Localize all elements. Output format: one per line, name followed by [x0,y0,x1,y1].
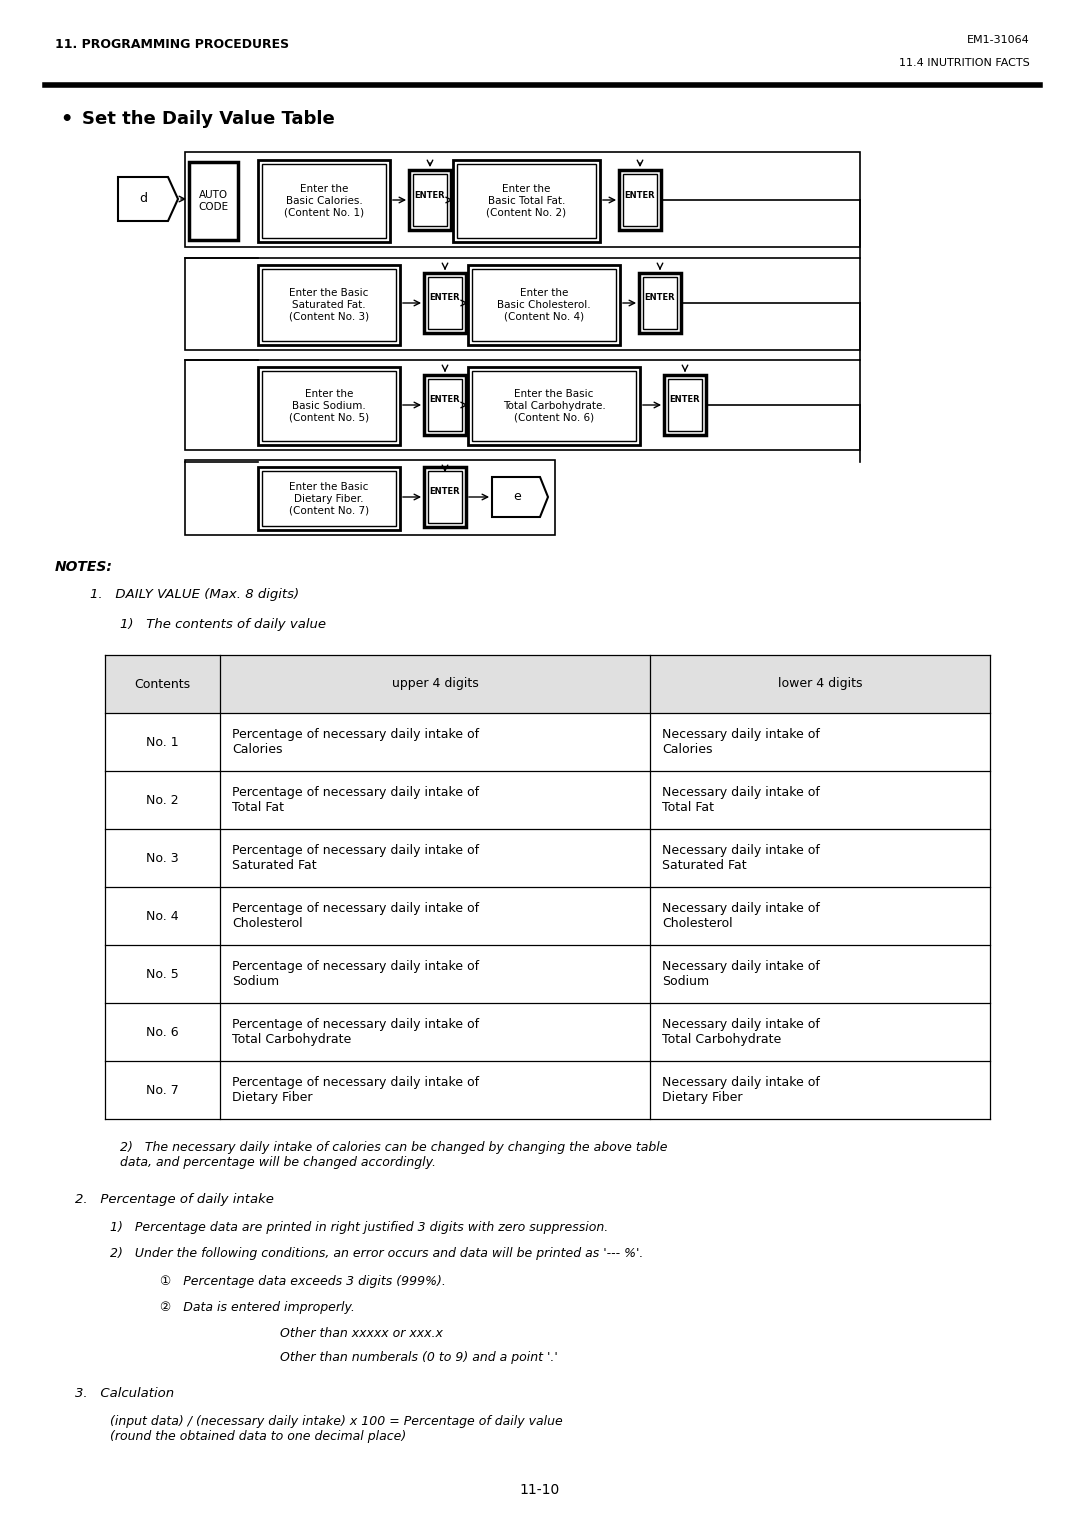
Bar [258,368,400,445]
Bar [105,656,990,714]
Text: Other than xxxxx or xxx.x: Other than xxxxx or xxx.x [280,1327,443,1340]
Bar [185,461,555,535]
Polygon shape [492,477,548,517]
Bar [424,467,465,528]
Text: Percentage of necessary daily intake of
Sodium: Percentage of necessary daily intake of … [232,961,480,988]
Bar [428,380,462,432]
Text: upper 4 digits: upper 4 digits [392,677,478,691]
Text: ②   Data is entered improperly.: ② Data is entered improperly. [160,1301,355,1315]
Text: ENTER: ENTER [645,293,675,302]
Text: Percentage of necessary daily intake of
Dietary Fiber: Percentage of necessary daily intake of … [232,1077,480,1104]
Bar [623,174,657,226]
Text: ENTER: ENTER [415,191,445,200]
Text: 1)   The contents of daily value: 1) The contents of daily value [120,618,326,631]
Bar [262,371,396,441]
Bar [643,278,677,329]
Text: ENTER: ENTER [670,395,700,404]
Bar [457,165,596,238]
Text: ENTER: ENTER [430,293,460,302]
Text: Enter the
Basic Sodium.
(Content No. 5): Enter the Basic Sodium. (Content No. 5) [289,389,369,422]
Text: EM1-31064: EM1-31064 [968,35,1030,46]
Text: ENTER: ENTER [430,395,460,404]
Bar [424,273,465,332]
Text: d: d [139,192,147,206]
Bar [472,268,616,342]
Bar [409,169,451,230]
Text: Percentage of necessary daily intake of
Cholesterol: Percentage of necessary daily intake of … [232,901,480,930]
Bar [258,160,390,242]
Bar [185,258,860,351]
Text: Contents: Contents [134,677,190,691]
Bar [453,160,600,242]
Text: lower 4 digits: lower 4 digits [778,677,862,691]
Text: Enter the
Basic Cholesterol.
(Content No. 4): Enter the Basic Cholesterol. (Content No… [497,288,591,322]
Bar [468,265,620,345]
Text: 2.   Percentage of daily intake: 2. Percentage of daily intake [75,1193,274,1206]
Text: 11-10: 11-10 [519,1482,561,1498]
Text: Necessary daily intake of
Dietary Fiber: Necessary daily intake of Dietary Fiber [662,1077,820,1104]
Text: Enter the Basic
Total Carbohydrate.
(Content No. 6): Enter the Basic Total Carbohydrate. (Con… [502,389,606,422]
Text: Necessary daily intake of
Saturated Fat: Necessary daily intake of Saturated Fat [662,843,820,872]
Bar [262,268,396,342]
Text: (input data) / (necessary daily intake) x 100 = Percentage of daily value
(round: (input data) / (necessary daily intake) … [110,1415,563,1443]
Polygon shape [118,177,178,221]
Text: 11. PROGRAMMING PROCEDURES: 11. PROGRAMMING PROCEDURES [55,38,289,50]
Text: 3.   Calculation: 3. Calculation [75,1388,174,1400]
Text: ENTER: ENTER [430,488,460,497]
Bar [424,375,465,435]
Text: ENTER: ENTER [624,191,656,200]
Text: No. 4: No. 4 [146,909,179,923]
Text: 1)   Percentage data are printed in right justified 3 digits with zero suppressi: 1) Percentage data are printed in right … [110,1222,608,1234]
Text: Other than numberals (0 to 9) and a point '.': Other than numberals (0 to 9) and a poin… [280,1351,557,1363]
Text: •: • [60,110,72,130]
Bar [262,471,396,526]
Text: 2)   The necessary daily intake of calories can be changed by changing the above: 2) The necessary daily intake of calorie… [120,1141,667,1170]
Text: Enter the Basic
Saturated Fat.
(Content No. 3): Enter the Basic Saturated Fat. (Content … [289,288,369,322]
Text: Percentage of necessary daily intake of
Total Carbohydrate: Percentage of necessary daily intake of … [232,1019,480,1046]
Text: Necessary daily intake of
Total Carbohydrate: Necessary daily intake of Total Carbohyd… [662,1019,820,1046]
Bar [472,371,636,441]
Bar [262,165,386,238]
Text: 11.4 INUTRITION FACTS: 11.4 INUTRITION FACTS [900,58,1030,69]
Text: e: e [513,491,521,503]
Text: Percentage of necessary daily intake of
Total Fat: Percentage of necessary daily intake of … [232,785,480,814]
Bar [468,368,640,445]
Bar [413,174,447,226]
Bar [664,375,706,435]
Text: Enter the
Basic Total Fat.
(Content No. 2): Enter the Basic Total Fat. (Content No. … [486,185,567,218]
Bar [185,360,860,450]
Bar [428,471,462,523]
Text: 2)   Under the following conditions, an error occurs and data will be printed as: 2) Under the following conditions, an er… [110,1247,644,1260]
Text: Necessary daily intake of
Cholesterol: Necessary daily intake of Cholesterol [662,901,820,930]
Text: Necessary daily intake of
Calories: Necessary daily intake of Calories [662,727,820,756]
Bar [428,278,462,329]
Text: Set the Daily Value Table: Set the Daily Value Table [82,110,335,128]
Bar [258,265,400,345]
Text: Enter the
Basic Calories.
(Content No. 1): Enter the Basic Calories. (Content No. 1… [284,185,364,218]
Text: Percentage of necessary daily intake of
Saturated Fat: Percentage of necessary daily intake of … [232,843,480,872]
Text: No. 6: No. 6 [146,1025,179,1039]
Bar [619,169,661,230]
Text: Necessary daily intake of
Sodium: Necessary daily intake of Sodium [662,961,820,988]
Text: Percentage of necessary daily intake of
Calories: Percentage of necessary daily intake of … [232,727,480,756]
Text: No. 1: No. 1 [146,735,179,749]
Text: NOTES:: NOTES: [55,560,113,573]
Text: No. 7: No. 7 [146,1083,179,1096]
Bar [669,380,702,432]
Text: No. 5: No. 5 [146,967,179,981]
Text: No. 2: No. 2 [146,793,179,807]
Text: Necessary daily intake of
Total Fat: Necessary daily intake of Total Fat [662,785,820,814]
Bar [189,162,238,239]
Text: Enter the Basic
Dietary Fiber.
(Content No. 7): Enter the Basic Dietary Fiber. (Content … [289,482,369,515]
Text: ①   Percentage data exceeds 3 digits (999%).: ① Percentage data exceeds 3 digits (999%… [160,1275,446,1289]
Text: No. 3: No. 3 [146,851,179,865]
Text: AUTO
CODE: AUTO CODE [199,191,229,212]
Text: 1.   DAILY VALUE (Max. 8 digits): 1. DAILY VALUE (Max. 8 digits) [90,589,299,601]
Bar [639,273,681,332]
Bar [185,152,860,247]
Bar [258,467,400,531]
